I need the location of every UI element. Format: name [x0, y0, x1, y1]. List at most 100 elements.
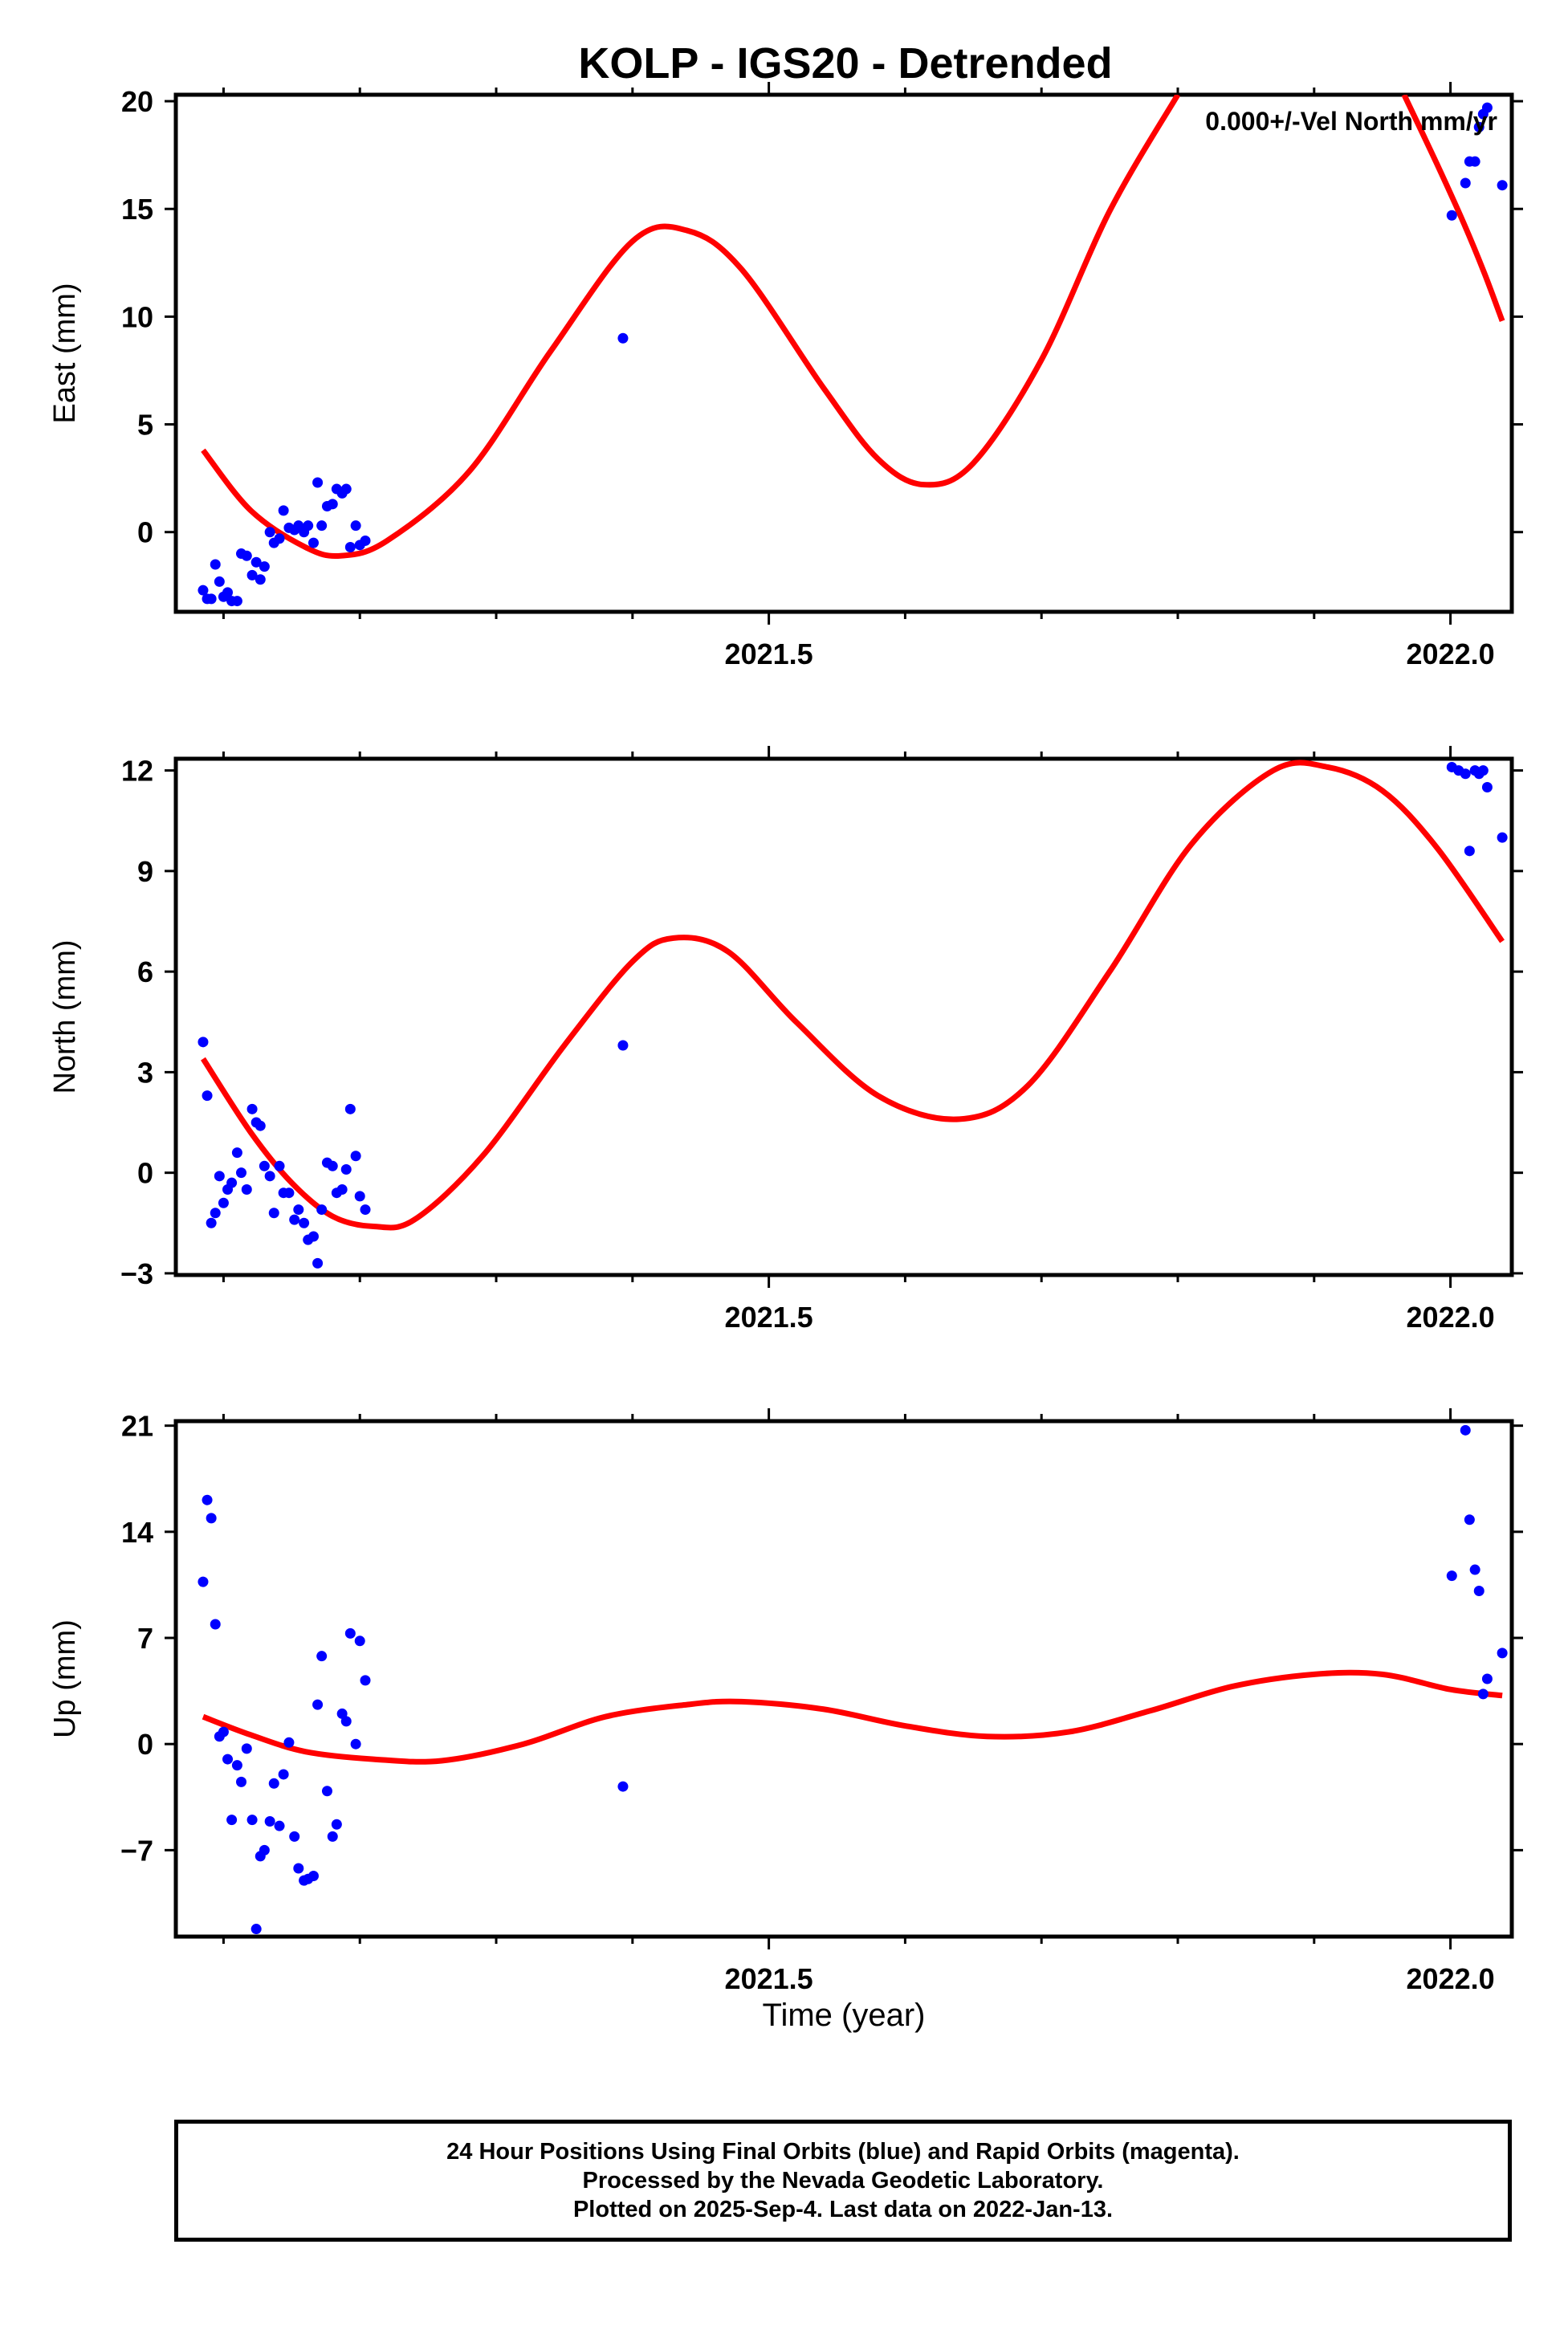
data-point [226, 1177, 238, 1188]
plot-frame [173, 92, 1514, 614]
data-point [274, 1820, 285, 1831]
data-point [264, 1171, 275, 1182]
panel-east: 0 5 10 15 20 2021.5 2022.0 East (mm) 0.000+/-Vel… [48, 82, 1523, 670]
data-point [350, 520, 361, 532]
data-point [246, 1815, 258, 1826]
y-axis-label: Up (mm) [48, 1619, 82, 1738]
data-point [259, 1160, 270, 1171]
data-point [210, 559, 221, 570]
data-point [1464, 1514, 1475, 1525]
data-point [231, 596, 242, 607]
data-point [316, 1651, 328, 1662]
data-point [316, 1204, 328, 1216]
y-tick-label: 9 [137, 855, 153, 888]
data-point [1460, 177, 1471, 189]
data-point [246, 1103, 258, 1114]
data-point [299, 1217, 310, 1228]
x-tick-label: 2022.0 [1407, 1962, 1495, 1995]
y-tick-label: 6 [137, 955, 153, 988]
x-tick-label: 2021.5 [725, 1301, 813, 1334]
data-layer [198, 760, 1508, 1269]
data-point [202, 1494, 213, 1505]
y-tick-label: 0 [137, 1728, 153, 1761]
data-point [1497, 1648, 1508, 1659]
data-point [236, 1167, 247, 1179]
model-fit-line [202, 1669, 1503, 1765]
data-point [264, 527, 275, 538]
data-point [241, 1743, 252, 1754]
data-point [278, 1769, 289, 1780]
data-point [246, 569, 258, 580]
y-tick-label: 15 [121, 193, 153, 226]
data-point [617, 1040, 629, 1051]
data-point [274, 533, 285, 544]
data-point [307, 1870, 319, 1881]
data-point [617, 1781, 629, 1792]
data-point [206, 1513, 217, 1524]
data-point [327, 1160, 338, 1171]
data-point [321, 1786, 332, 1797]
data-point [617, 332, 629, 344]
data-point [268, 1778, 279, 1789]
data-point [340, 1716, 352, 1727]
y-tick-label: 14 [121, 1516, 153, 1549]
data-point [340, 1163, 352, 1175]
footer-line-processed: Processed by the Nevada Geodetic Laborat… [582, 2168, 1104, 2194]
data-point [259, 561, 270, 572]
data-point [255, 574, 266, 585]
data-point [344, 1627, 356, 1639]
data-point [202, 1090, 213, 1102]
data-point [210, 1619, 221, 1630]
data-point [344, 542, 356, 552]
data-point [307, 537, 319, 548]
data-point [1497, 832, 1508, 843]
data-point [1481, 781, 1493, 792]
data-point [327, 1831, 338, 1842]
data-point [360, 1675, 371, 1686]
data-point [350, 1151, 361, 1162]
plot-frame [173, 1419, 1514, 1939]
data-point [360, 535, 371, 546]
data-point [340, 483, 352, 495]
data-point [222, 587, 234, 598]
data-point [1469, 156, 1480, 167]
data-point [354, 1635, 365, 1647]
y-axis-label: North (mm) [48, 939, 82, 1094]
data-point [1477, 765, 1489, 776]
data-point [222, 1754, 234, 1765]
y-tick-label: 5 [137, 409, 153, 442]
x-axis-label: Time (year) [763, 1998, 926, 2033]
data-point [1477, 1688, 1489, 1700]
figure-title: KOLP - IGS20 - Detrended [578, 39, 1112, 88]
data-point [293, 1863, 304, 1874]
data-layer [198, 1424, 1508, 1935]
data-point [264, 1815, 275, 1827]
data-point [214, 576, 225, 587]
data-point [1446, 1570, 1457, 1582]
data-point [354, 1191, 365, 1202]
data-point [312, 1257, 324, 1269]
data-point [259, 1844, 270, 1855]
data-point [289, 1831, 300, 1842]
data-point [1446, 210, 1457, 221]
panel-up: −7 0 7 14 21 2021.5 2022.0 Up (mm) Time (year) [48, 1408, 1523, 2033]
data-point [241, 1184, 252, 1196]
data-point [331, 1819, 342, 1830]
data-point [350, 1738, 361, 1750]
data-point [1473, 121, 1485, 132]
data-point [255, 1120, 266, 1131]
y-tick-label: 0 [137, 516, 153, 549]
footer-info-box: 24 Hour Positions Using Final Orbits (bl… [174, 2120, 1512, 2242]
data-point [226, 1815, 238, 1826]
x-tick-label: 2021.5 [725, 1962, 813, 1995]
data-point [1497, 180, 1508, 191]
y-tick-label: 12 [121, 755, 153, 788]
data-point [289, 1214, 300, 1225]
data-point [274, 1160, 285, 1171]
data-point [231, 1147, 242, 1159]
x-tick-label: 2021.5 [725, 637, 813, 670]
y-tick-label: 10 [121, 300, 153, 333]
y-tick-label: −7 [120, 1834, 153, 1867]
data-layer [198, 95, 1508, 607]
